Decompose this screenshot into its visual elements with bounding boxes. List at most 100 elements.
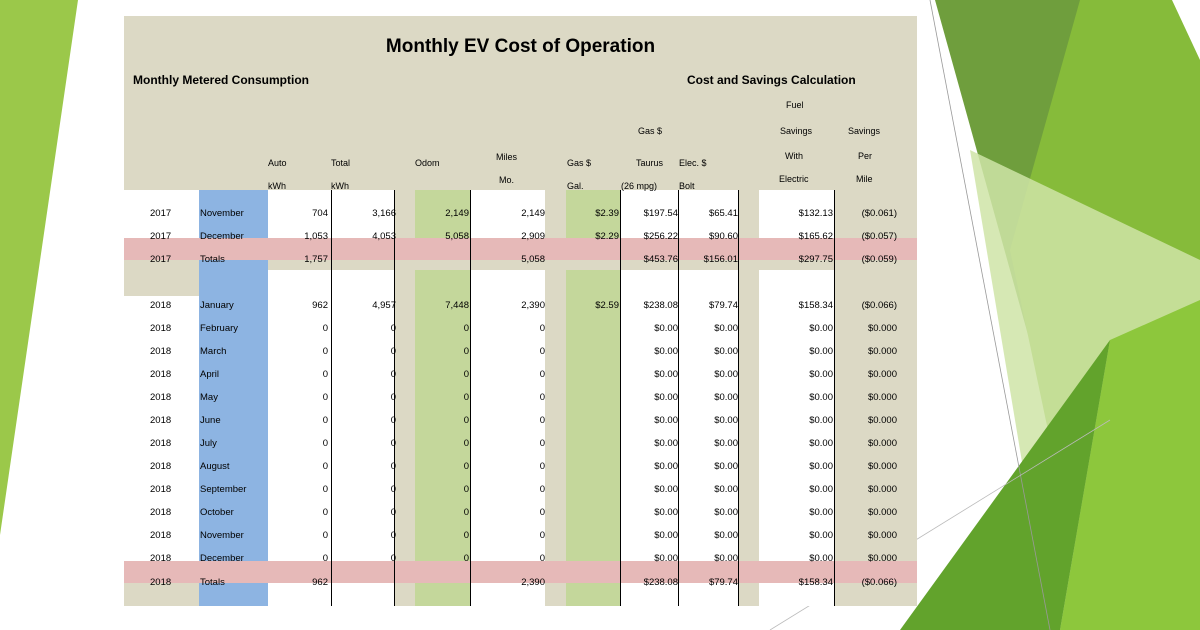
cell-year: 2018	[150, 438, 172, 449]
cell-fuel: $0.00	[809, 484, 833, 495]
cell-elec: $0.00	[714, 323, 738, 334]
cell-year: 2017	[150, 208, 172, 219]
cell-miles: 5,058	[521, 254, 545, 265]
cell-year: 2018	[150, 346, 172, 357]
cell-month: November	[200, 530, 244, 541]
hdr-elec-1: Elec. $	[679, 158, 707, 168]
cell-miles: 0	[539, 553, 545, 564]
cell-month: September	[200, 484, 247, 495]
cell-elec: $0.00	[714, 392, 738, 403]
cell-mile: $0.000	[867, 461, 897, 472]
cell-odom: 0	[463, 484, 469, 495]
cell-year: 2018	[150, 530, 172, 541]
cell-year: 2018	[150, 415, 172, 426]
cell-total: 0	[390, 323, 396, 334]
cell-mile: $0.000	[867, 346, 897, 357]
cell-fuel: $0.00	[809, 507, 833, 518]
cell-gas: $2.29	[595, 231, 619, 242]
hdr-miles-2: Mo.	[499, 175, 515, 185]
cell-odom: 0	[463, 392, 469, 403]
cell-taurus: $238.08	[643, 577, 678, 588]
cell-total: 0	[390, 553, 396, 564]
cell-fuel: $0.00	[809, 392, 833, 403]
totals-row-2018-bg	[124, 561, 917, 583]
cell-fuel: $158.34	[798, 300, 833, 311]
cell-elec: $0.00	[714, 438, 738, 449]
cell-taurus: $197.54	[643, 208, 678, 219]
cell-odom: 2,149	[445, 208, 469, 219]
cell-month: May	[200, 392, 218, 403]
cell-auto: 0	[322, 369, 328, 380]
cell-elec: $0.00	[714, 484, 738, 495]
hdr-total-1: Total	[331, 158, 351, 168]
cell-total: 4,957	[372, 300, 396, 311]
cell-fuel: $165.62	[798, 231, 833, 242]
cell-taurus: $0.00	[654, 553, 678, 564]
cell-taurus: $0.00	[654, 484, 678, 495]
cell-year: 2017	[150, 254, 172, 265]
cell-elec: $90.60	[708, 231, 738, 242]
cell-odom: 0	[463, 369, 469, 380]
spacer-column-2	[545, 190, 566, 606]
hdr-fuel-4: Electric	[779, 174, 809, 184]
deco-line-1	[929, 0, 1051, 630]
cell-elec: $65.41	[708, 208, 738, 219]
cell-fuel: $0.00	[809, 369, 833, 380]
right-lime-shape	[1060, 300, 1200, 630]
cell-total: 0	[390, 530, 396, 541]
cell-odom: 0	[463, 323, 469, 334]
cell-month: January	[200, 300, 234, 311]
cell-mile: $0.000	[867, 484, 897, 495]
cell-year: 2018	[150, 577, 172, 588]
cell-miles: 2,390	[521, 300, 545, 311]
hdr-fuel-2: Savings	[780, 126, 813, 136]
cell-taurus: $0.00	[654, 369, 678, 380]
cell-year: 2017	[150, 231, 172, 242]
totals-row-2017-bg	[124, 238, 917, 260]
cell-miles: 2,149	[521, 208, 545, 219]
cell-month: March	[200, 346, 227, 357]
cell-taurus: $0.00	[654, 392, 678, 403]
section-consumption: Monthly Metered Consumption	[133, 73, 309, 87]
hdr-fuel-3: With	[785, 151, 803, 161]
cell-mile: $0.000	[867, 415, 897, 426]
cell-elec: $156.01	[703, 254, 738, 265]
cell-mile: ($0.066)	[861, 577, 897, 588]
cell-elec: $0.00	[714, 461, 738, 472]
cell-auto: 0	[322, 507, 328, 518]
cell-elec: $0.00	[714, 530, 738, 541]
cell-fuel: $297.75	[798, 254, 833, 265]
cell-miles: 0	[539, 461, 545, 472]
cell-month: June	[200, 415, 221, 426]
cell-month: November	[200, 208, 244, 219]
cell-year: 2018	[150, 392, 172, 403]
cell-month: August	[200, 461, 230, 472]
hdr-gas-1: Gas $	[567, 158, 592, 168]
cell-miles: 0	[539, 346, 545, 357]
cell-total: 0	[390, 392, 396, 403]
hdr-taurus-3: (26 mpg)	[621, 181, 658, 191]
cell-auto: 0	[322, 461, 328, 472]
cell-elec: $0.00	[714, 553, 738, 564]
cell-mile: $0.000	[867, 392, 897, 403]
cell-fuel: $158.34	[798, 577, 833, 588]
cell-taurus: $0.00	[654, 346, 678, 357]
cell-miles: 0	[539, 484, 545, 495]
hdr-taurus-1: Gas $	[638, 126, 663, 136]
cell-year: 2018	[150, 323, 172, 334]
cell-auto: 0	[322, 323, 328, 334]
cell-auto: 0	[322, 438, 328, 449]
cell-auto: 0	[322, 346, 328, 357]
cell-elec: $0.00	[714, 415, 738, 426]
cell-auto: 0	[322, 484, 328, 495]
bottom-left-band	[124, 583, 199, 606]
cell-fuel: $0.00	[809, 461, 833, 472]
cell-mile: $0.000	[867, 507, 897, 518]
hdr-mile-1: Savings	[848, 126, 881, 136]
cell-total: 0	[390, 346, 396, 357]
cell-taurus: $0.00	[654, 415, 678, 426]
cell-total: 0	[390, 438, 396, 449]
cell-taurus: $0.00	[654, 530, 678, 541]
cell-auto: 1,053	[304, 231, 328, 242]
cell-miles: 0	[539, 323, 545, 334]
